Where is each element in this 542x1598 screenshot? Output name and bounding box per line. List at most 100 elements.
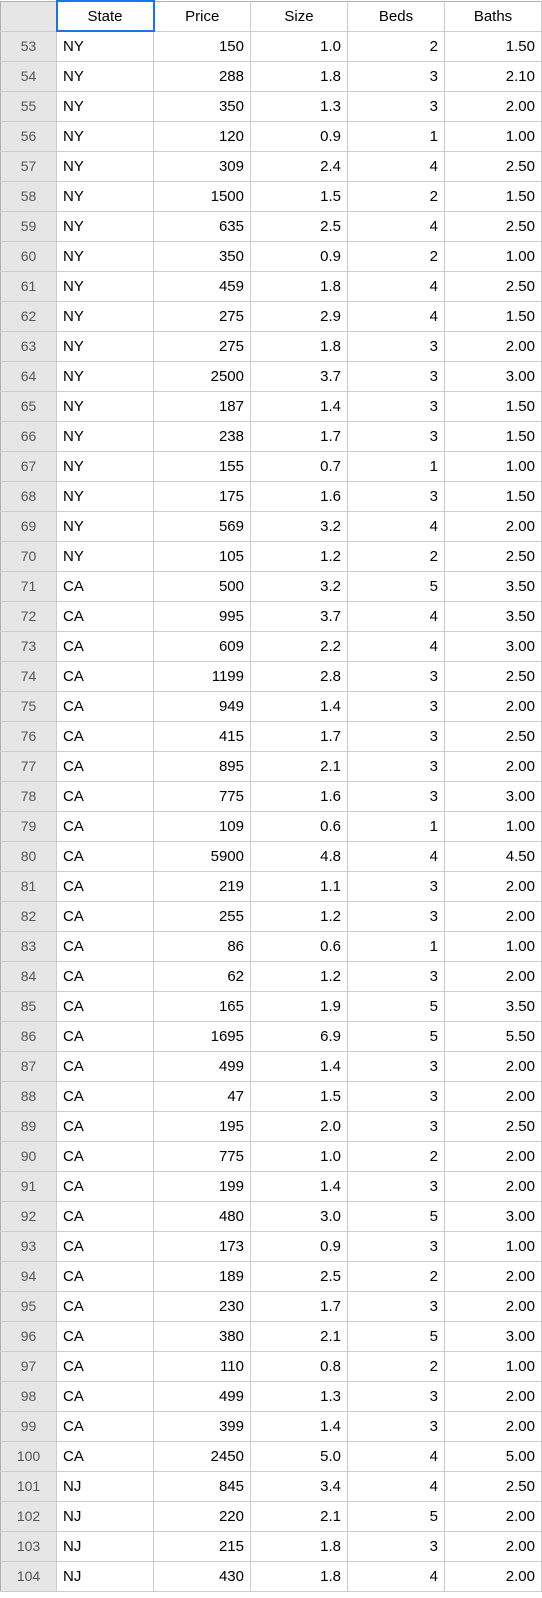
cell-price[interactable]: 399 [154, 1411, 251, 1441]
cell-size[interactable]: 1.4 [251, 1051, 348, 1081]
cell-state[interactable]: CA [57, 1411, 154, 1441]
cell-beds[interactable]: 4 [348, 151, 445, 181]
cell-state[interactable]: CA [57, 1051, 154, 1081]
cell-state[interactable]: CA [57, 1321, 154, 1351]
row-number[interactable]: 81 [1, 871, 57, 901]
cell-price[interactable]: 895 [154, 751, 251, 781]
cell-state[interactable]: NY [57, 421, 154, 451]
cell-beds[interactable]: 3 [348, 961, 445, 991]
cell-beds[interactable]: 4 [348, 271, 445, 301]
cell-size[interactable]: 1.2 [251, 961, 348, 991]
cell-size[interactable]: 5.0 [251, 1441, 348, 1471]
cell-baths[interactable]: 3.50 [445, 601, 542, 631]
cell-price[interactable]: 189 [154, 1261, 251, 1291]
cell-state[interactable]: CA [57, 1171, 154, 1201]
row-number[interactable]: 100 [1, 1441, 57, 1471]
cell-state[interactable]: CA [57, 1351, 154, 1381]
spreadsheet-table[interactable]: StatePriceSizeBedsBaths 53NY1501.021.505… [0, 0, 542, 1592]
cell-price[interactable]: 110 [154, 1351, 251, 1381]
cell-beds[interactable]: 3 [348, 691, 445, 721]
cell-state[interactable]: NY [57, 541, 154, 571]
cell-beds[interactable]: 3 [348, 781, 445, 811]
cell-state[interactable]: NY [57, 391, 154, 421]
cell-state[interactable]: CA [57, 721, 154, 751]
cell-size[interactable]: 1.9 [251, 991, 348, 1021]
cell-size[interactable]: 1.7 [251, 421, 348, 451]
cell-price[interactable]: 219 [154, 871, 251, 901]
cell-size[interactable]: 1.8 [251, 1531, 348, 1561]
row-number[interactable]: 96 [1, 1321, 57, 1351]
cell-state[interactable]: CA [57, 691, 154, 721]
row-number[interactable]: 69 [1, 511, 57, 541]
row-number[interactable]: 80 [1, 841, 57, 871]
cell-baths[interactable]: 3.00 [445, 1321, 542, 1351]
row-number[interactable]: 60 [1, 241, 57, 271]
cell-price[interactable]: 500 [154, 571, 251, 601]
cell-baths[interactable]: 3.00 [445, 1201, 542, 1231]
row-number[interactable]: 63 [1, 331, 57, 361]
cell-state[interactable]: CA [57, 1021, 154, 1051]
cell-baths[interactable]: 2.50 [445, 271, 542, 301]
cell-size[interactable]: 2.8 [251, 661, 348, 691]
cell-state[interactable]: NY [57, 181, 154, 211]
cell-size[interactable]: 0.7 [251, 451, 348, 481]
cell-state[interactable]: NY [57, 271, 154, 301]
row-number[interactable]: 57 [1, 151, 57, 181]
row-number[interactable]: 71 [1, 571, 57, 601]
cell-baths[interactable]: 1.00 [445, 451, 542, 481]
row-number[interactable]: 84 [1, 961, 57, 991]
cell-beds[interactable]: 4 [348, 1441, 445, 1471]
cell-baths[interactable]: 3.00 [445, 631, 542, 661]
cell-baths[interactable]: 2.00 [445, 1081, 542, 1111]
cell-size[interactable]: 1.8 [251, 61, 348, 91]
cell-beds[interactable]: 3 [348, 391, 445, 421]
cell-price[interactable]: 230 [154, 1291, 251, 1321]
cell-size[interactable]: 2.4 [251, 151, 348, 181]
cell-beds[interactable]: 3 [348, 1231, 445, 1261]
row-number[interactable]: 75 [1, 691, 57, 721]
cell-baths[interactable]: 2.00 [445, 751, 542, 781]
cell-state[interactable]: NY [57, 151, 154, 181]
cell-price[interactable]: 499 [154, 1051, 251, 1081]
cell-beds[interactable]: 2 [348, 241, 445, 271]
select-all-corner[interactable] [1, 1, 57, 31]
cell-state[interactable]: CA [57, 1111, 154, 1141]
cell-price[interactable]: 187 [154, 391, 251, 421]
cell-state[interactable]: NY [57, 91, 154, 121]
cell-size[interactable]: 1.4 [251, 391, 348, 421]
cell-beds[interactable]: 3 [348, 1291, 445, 1321]
cell-state[interactable]: CA [57, 901, 154, 931]
column-header-state[interactable]: State [57, 1, 154, 31]
cell-price[interactable]: 459 [154, 271, 251, 301]
row-number[interactable]: 68 [1, 481, 57, 511]
cell-state[interactable]: CA [57, 991, 154, 1021]
row-number[interactable]: 76 [1, 721, 57, 751]
column-header-beds[interactable]: Beds [348, 1, 445, 31]
cell-baths[interactable]: 1.00 [445, 121, 542, 151]
cell-price[interactable]: 499 [154, 1381, 251, 1411]
cell-beds[interactable]: 1 [348, 121, 445, 151]
column-header-price[interactable]: Price [154, 1, 251, 31]
cell-beds[interactable]: 4 [348, 841, 445, 871]
row-number[interactable]: 70 [1, 541, 57, 571]
cell-price[interactable]: 215 [154, 1531, 251, 1561]
cell-size[interactable]: 3.2 [251, 571, 348, 601]
cell-price[interactable]: 1500 [154, 181, 251, 211]
cell-size[interactable]: 1.7 [251, 1291, 348, 1321]
cell-baths[interactable]: 2.00 [445, 331, 542, 361]
cell-beds[interactable]: 4 [348, 211, 445, 241]
row-number[interactable]: 58 [1, 181, 57, 211]
row-number[interactable]: 61 [1, 271, 57, 301]
cell-baths[interactable]: 2.00 [445, 871, 542, 901]
cell-size[interactable]: 4.8 [251, 841, 348, 871]
cell-price[interactable]: 569 [154, 511, 251, 541]
cell-price[interactable]: 845 [154, 1471, 251, 1501]
cell-size[interactable]: 1.2 [251, 541, 348, 571]
cell-state[interactable]: CA [57, 841, 154, 871]
row-number[interactable]: 65 [1, 391, 57, 421]
cell-baths[interactable]: 2.00 [445, 1051, 542, 1081]
cell-size[interactable]: 1.3 [251, 1381, 348, 1411]
cell-baths[interactable]: 1.00 [445, 931, 542, 961]
cell-size[interactable]: 2.0 [251, 1111, 348, 1141]
row-number[interactable]: 54 [1, 61, 57, 91]
